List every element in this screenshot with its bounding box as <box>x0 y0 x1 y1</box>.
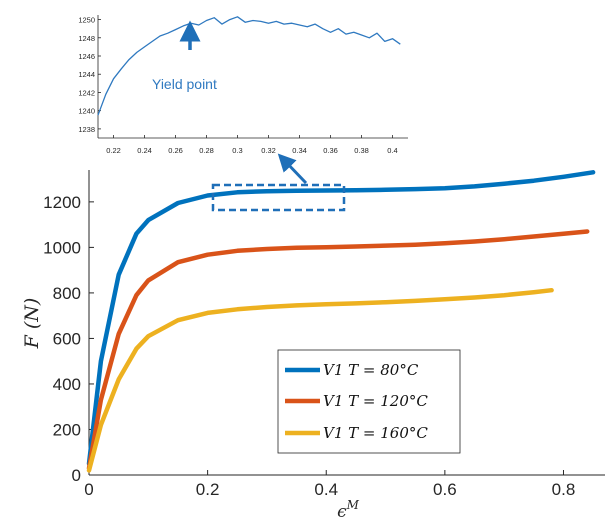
y-axis-label: F (N) <box>21 298 43 350</box>
inset-x-tick-label: 0.24 <box>137 146 152 155</box>
y-tick-label: 600 <box>53 329 81 348</box>
series-line-0 <box>86 170 596 466</box>
legend-label-160: V1 T = 160°C <box>323 424 428 442</box>
x-axis-label: ϵM <box>337 498 360 522</box>
y-tick-label: 800 <box>53 284 81 303</box>
x-tick-label: 0.8 <box>552 480 576 499</box>
inset-y-tick-label: 1250 <box>78 16 95 25</box>
inset-y-tick-label: 1244 <box>78 70 95 79</box>
y-tick-label: 1000 <box>43 238 81 257</box>
inset-y-tick-label: 1248 <box>78 34 95 43</box>
yield-point-label: Yield point <box>152 76 217 92</box>
y-tick-label: 400 <box>53 375 81 394</box>
main-series-group <box>86 170 596 473</box>
x-tick-label: 0.6 <box>433 480 457 499</box>
inset-x-tick-label: 0.3 <box>232 146 242 155</box>
main-axes: 0 0.2 0.4 0.6 0.8 0 200 400 600 800 1000 1200 <box>43 170 605 499</box>
legend-label-80: V1 T = 80°C <box>323 361 419 379</box>
legend-label-120: V1 T = 120°C <box>323 392 428 410</box>
inset-y-tick-label: 1240 <box>78 107 95 116</box>
inset-axes: 0.22 0.24 0.26 0.28 0.3 0.32 0.34 0.36 0.38 0.4 12… <box>78 15 408 155</box>
inset-x-tick-label: 0.4 <box>387 146 397 155</box>
x-tick-label: 0.2 <box>196 480 220 499</box>
x-tick-label: 0 <box>84 480 93 499</box>
inset-x-tick-label: 0.26 <box>168 146 183 155</box>
inset-y-tick-label: 1242 <box>78 88 95 97</box>
y-tick-label: 200 <box>53 420 81 439</box>
x-tick-label: 0.4 <box>314 480 338 499</box>
zoom-pointer-arrow <box>277 153 308 185</box>
inset-x-tick-label: 0.38 <box>354 146 369 155</box>
y-tick-label: 1200 <box>43 193 81 212</box>
series-line-2 <box>86 287 554 473</box>
inset-x-tick-label: 0.34 <box>292 146 307 155</box>
inset-x-tick-label: 0.28 <box>199 146 214 155</box>
inset-y-tick-label: 1238 <box>78 125 95 134</box>
inset-series-line-0 <box>97 16 401 116</box>
legend: V1 T = 80°C V1 T = 120°C V1 T = 160°C <box>277 349 461 454</box>
inset-x-tick-label: 0.22 <box>106 146 121 155</box>
series-line-1 <box>86 229 590 471</box>
y-tick-label: 0 <box>72 466 81 485</box>
inset-x-tick-label: 0.32 <box>261 146 276 155</box>
zoom-region-box <box>211 183 346 212</box>
inset-series-group <box>97 16 401 116</box>
inset-y-tick-label: 1246 <box>78 52 95 61</box>
inset-x-tick-label: 0.36 <box>323 146 338 155</box>
